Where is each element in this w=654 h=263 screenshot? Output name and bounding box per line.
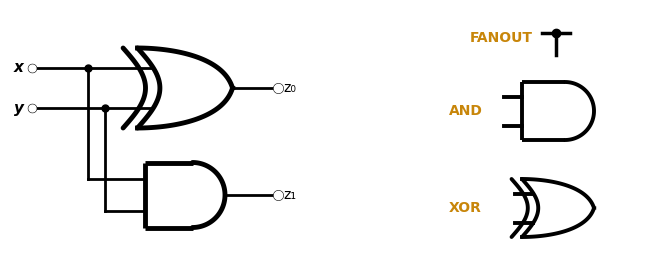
Text: AND: AND <box>449 104 483 118</box>
Text: y: y <box>14 100 24 115</box>
Text: x: x <box>14 60 24 75</box>
Text: FANOUT: FANOUT <box>470 31 533 45</box>
Text: z₀: z₀ <box>283 81 296 95</box>
Text: XOR: XOR <box>449 201 482 215</box>
Text: z₁: z₁ <box>283 188 296 202</box>
